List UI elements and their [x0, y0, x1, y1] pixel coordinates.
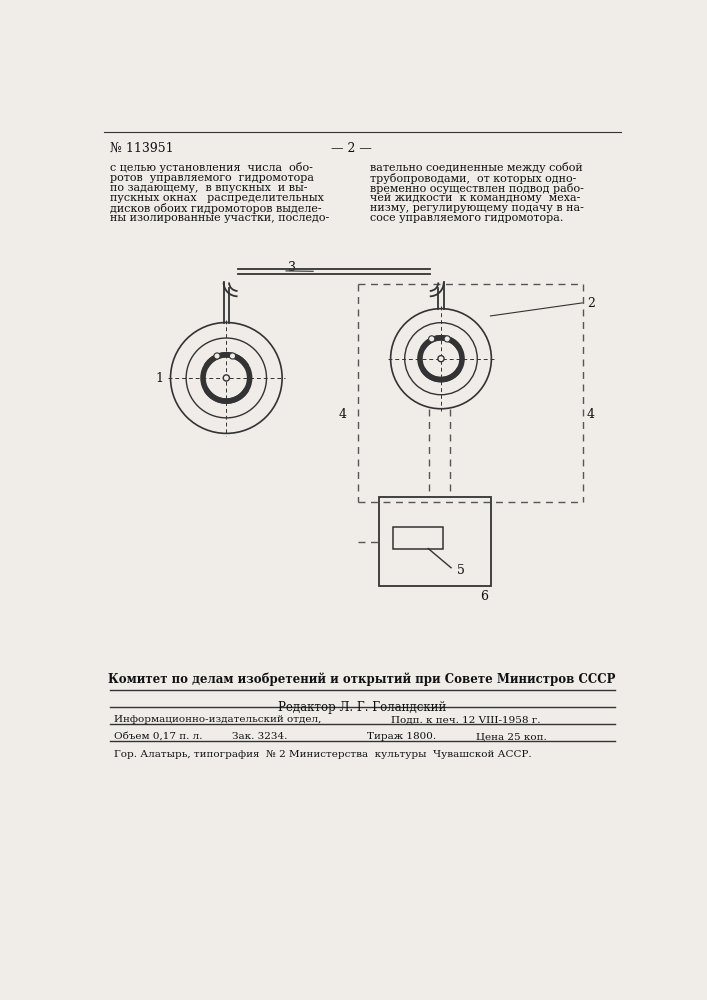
Text: временно осуществлен подвод рабо-: временно осуществлен подвод рабо-	[370, 183, 583, 194]
Text: 4: 4	[339, 408, 346, 421]
Text: 1: 1	[155, 372, 163, 385]
Text: низму, регулирующему подачу в на-: низму, регулирующему подачу в на-	[370, 203, 583, 213]
Text: Информационно-издательский отдел,: Информационно-издательский отдел,	[114, 715, 321, 724]
Bar	[379, 497, 491, 586]
Text: Цена 25 коп.: Цена 25 коп.	[476, 732, 547, 741]
Text: 4: 4	[587, 408, 595, 421]
Text: 5: 5	[457, 564, 464, 577]
Text: Подп. к печ. 12 VIII-1958 г.: Подп. к печ. 12 VIII-1958 г.	[391, 715, 540, 724]
Text: Тираж 1800.: Тираж 1800.	[368, 732, 436, 741]
Text: 2: 2	[587, 297, 595, 310]
Text: чей жидкости  к командному  меха-: чей жидкости к командному меха-	[370, 193, 580, 203]
Text: Редактор Л. Г. Голандский: Редактор Л. Г. Голандский	[278, 701, 446, 714]
Circle shape	[214, 353, 220, 359]
Text: Зак. 3234.: Зак. 3234.	[232, 732, 287, 741]
Text: ны изолированные участки, последо-: ны изолированные участки, последо-	[110, 213, 329, 223]
Text: 3: 3	[288, 261, 296, 274]
Text: вательно соединенные между собой: вательно соединенные между собой	[370, 162, 583, 173]
Circle shape	[223, 375, 230, 381]
Bar	[393, 527, 443, 549]
Text: 6: 6	[480, 590, 488, 603]
Circle shape	[428, 336, 435, 342]
Text: трубопроводами,  от которых одно-: трубопроводами, от которых одно-	[370, 173, 576, 184]
Text: № 113951: № 113951	[110, 142, 174, 155]
Text: Гор. Алатырь, типография  № 2 Министерства  культуры  Чувашской АССР.: Гор. Алатырь, типография № 2 Министерств…	[114, 750, 532, 759]
Circle shape	[438, 356, 444, 362]
Circle shape	[230, 353, 235, 359]
Text: с целью установления  числа  обо-: с целью установления числа обо-	[110, 162, 313, 173]
Text: дисков обоих гидромоторов выделе-: дисков обоих гидромоторов выделе-	[110, 203, 322, 214]
Text: Комитет по делам изобретений и открытий при Совете Министров СССР: Комитет по делам изобретений и открытий …	[108, 673, 616, 686]
Text: пускных окнах   распределительных: пускных окнах распределительных	[110, 193, 324, 203]
Text: сосе управляемого гидромотора.: сосе управляемого гидромотора.	[370, 213, 563, 223]
Text: ротов  управляемого  гидромотора: ротов управляемого гидромотора	[110, 173, 314, 183]
Text: — 2 —: — 2 —	[332, 142, 373, 155]
Circle shape	[444, 336, 450, 342]
Text: по задающему,  в впускных  и вы-: по задающему, в впускных и вы-	[110, 183, 308, 193]
Text: Объем 0,17 п. л.: Объем 0,17 п. л.	[114, 732, 202, 741]
